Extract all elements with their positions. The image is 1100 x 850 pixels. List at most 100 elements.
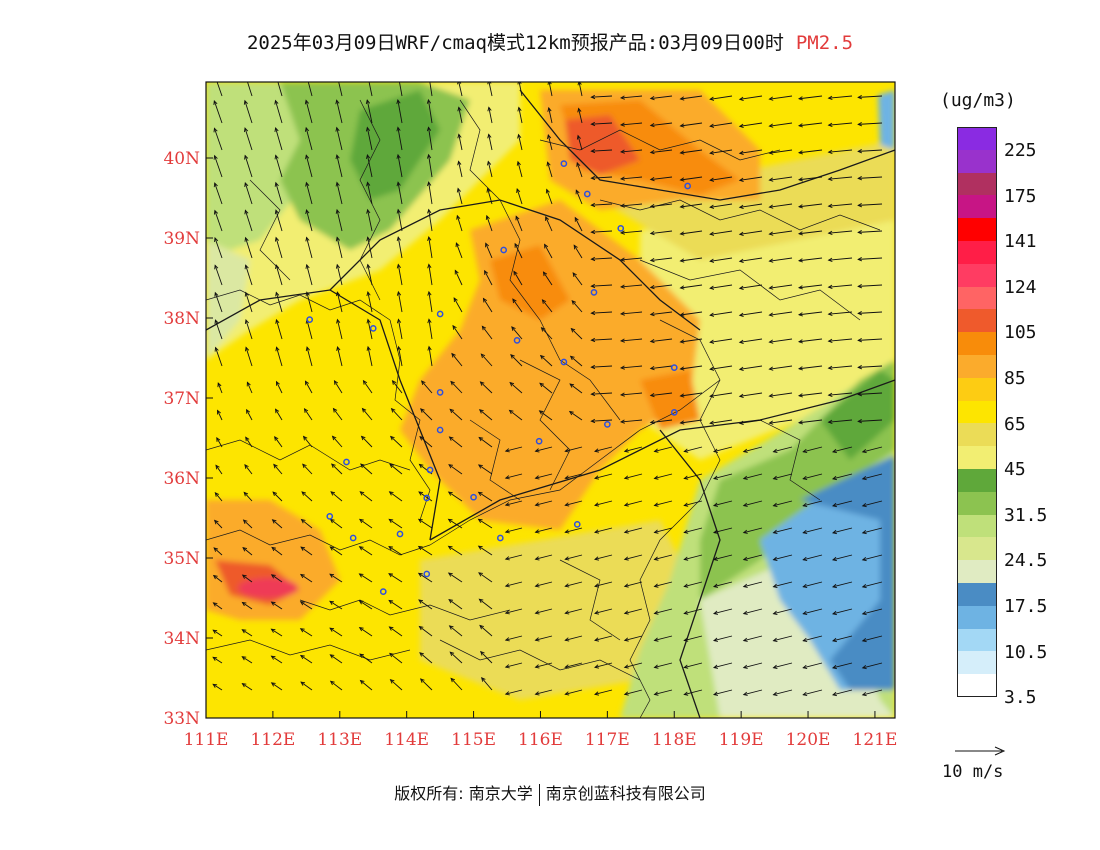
- wind-arrow-head: [712, 448, 719, 453]
- wind-arrow-head: [623, 448, 629, 453]
- wind-arrow: [620, 419, 643, 423]
- wind-arrow-head: [244, 236, 249, 242]
- wind-arrow: [276, 381, 283, 394]
- legend-label: 45: [1004, 459, 1026, 481]
- legend-label: 3.5: [1004, 687, 1037, 709]
- wind-arrow: [858, 284, 883, 287]
- wind-arrow-head: [742, 556, 748, 561]
- wind-arrow-head: [768, 393, 774, 398]
- wind-arrow-head: [366, 181, 371, 187]
- wind-arrow: [338, 82, 343, 97]
- lat-tick-label: 37N: [163, 389, 200, 409]
- wind-arrow-head: [768, 312, 774, 317]
- wind-arrow: [478, 545, 493, 556]
- wind-arrow: [620, 95, 643, 99]
- city-marker: [513, 337, 521, 344]
- wind-arrow-head: [504, 583, 510, 588]
- wind-arrow-head: [302, 463, 307, 469]
- wind-arrow-head: [619, 392, 625, 397]
- wind-arrow: [398, 346, 403, 367]
- wind-arrow: [862, 446, 883, 453]
- wind-arrow: [858, 392, 883, 395]
- wind-arrow: [858, 419, 883, 422]
- wind-arrow-head: [426, 126, 432, 132]
- wind-arrow-head: [420, 408, 425, 413]
- wind-arrow-head: [305, 346, 310, 352]
- wind-arrow-head: [649, 150, 655, 155]
- wind-arrow: [480, 353, 493, 367]
- wind-arrow: [305, 100, 313, 124]
- wind-arrow: [684, 527, 703, 533]
- wind-arrow-head: [243, 491, 249, 497]
- wind-arrow: [650, 257, 673, 261]
- wind-arrow-head: [802, 583, 808, 589]
- wind-arrow: [368, 82, 373, 97]
- wind-arrow-head: [831, 475, 837, 481]
- wind-arrow-head: [679, 150, 685, 155]
- wind-arrow: [624, 500, 643, 506]
- wind-arrow-head: [797, 393, 803, 398]
- wind-arrow-head: [772, 664, 778, 669]
- wind-arrow-head: [335, 154, 340, 160]
- wind-arrow: [535, 635, 553, 641]
- wind-arrow: [571, 328, 583, 340]
- wind-arrow-head: [452, 324, 457, 330]
- wind-arrow-head: [831, 556, 837, 562]
- wind-arrow: [769, 338, 793, 343]
- wind-arrow: [535, 554, 553, 560]
- wind-arrow: [448, 491, 463, 502]
- wind-arrow-head: [538, 410, 544, 415]
- wind-arrow: [684, 581, 703, 587]
- wind-arrow-head: [861, 529, 867, 535]
- wind-arrow-head: [542, 271, 548, 277]
- wind-arrow-head: [305, 181, 310, 187]
- wind-arrow: [620, 203, 643, 207]
- wind-arrow-head: [623, 610, 629, 615]
- wind-arrow-head: [653, 583, 659, 588]
- wind-arrow: [388, 518, 403, 529]
- wind-arrow: [620, 365, 643, 369]
- wind-arrow: [713, 473, 733, 480]
- lon-tick-label: 113E: [317, 730, 362, 750]
- wind-arrow-head: [305, 209, 310, 215]
- wind-arrow-head: [479, 381, 485, 386]
- wind-arrow: [336, 100, 343, 124]
- wind-arrow-head: [304, 380, 309, 386]
- wind-arrow: [449, 408, 463, 421]
- wind-arrow-head: [427, 345, 432, 351]
- wind-arrow: [397, 182, 403, 205]
- wind-arrow-head: [772, 529, 778, 534]
- wind-arrow: [275, 292, 283, 313]
- wind-arrow-head: [709, 231, 715, 236]
- wind-arrow: [803, 473, 823, 480]
- wind-arrow: [505, 446, 523, 452]
- wind-arrow-head: [366, 153, 371, 159]
- wind-arrow: [654, 554, 673, 560]
- wind-arrow-head: [544, 243, 549, 249]
- wind-arrow-head: [358, 627, 364, 632]
- wind-arrow: [591, 338, 613, 341]
- wind-arrow-head: [481, 325, 487, 331]
- wind-arrow-head: [619, 122, 625, 127]
- wind-arrow-head: [712, 664, 719, 669]
- wind-arrow: [457, 188, 463, 205]
- wind-arrow: [535, 689, 553, 695]
- wind-arrow: [569, 411, 583, 421]
- wind-arrow-head: [772, 448, 778, 453]
- wind-arrow-head: [797, 96, 803, 101]
- wind-arrow: [798, 257, 823, 262]
- wind-arrow-head: [396, 318, 402, 324]
- wind-arrow: [428, 236, 433, 259]
- wind-arrow: [743, 608, 763, 615]
- wind-arrow-head: [623, 529, 629, 534]
- wind-arrow: [509, 409, 523, 421]
- wind-arrow: [487, 188, 493, 205]
- wind-arrow-head: [802, 475, 808, 481]
- wind-arrow-head: [212, 629, 218, 634]
- wind-arrow: [397, 209, 403, 232]
- wind-arrow-head: [275, 318, 280, 324]
- wind-arrow-head: [738, 285, 744, 290]
- wind-arrow: [455, 242, 463, 259]
- wind-arrow: [535, 500, 553, 506]
- wind-arrow: [359, 519, 373, 529]
